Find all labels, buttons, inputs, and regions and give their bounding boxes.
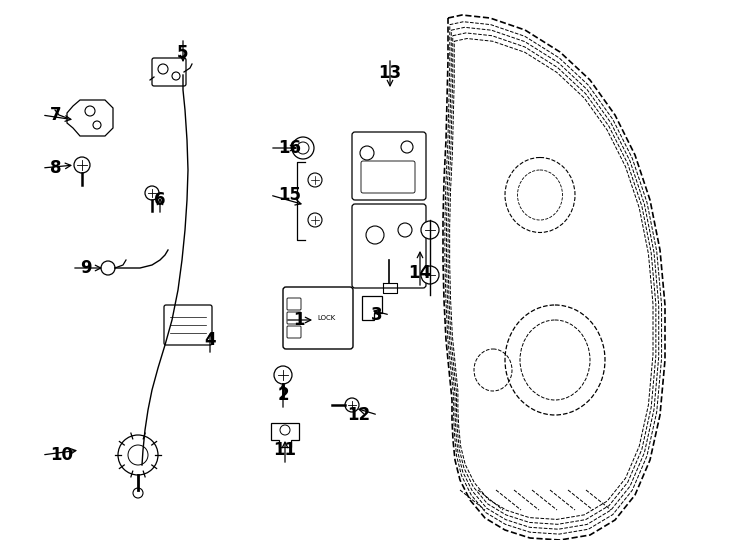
- Text: 16: 16: [278, 139, 301, 157]
- Text: 6: 6: [154, 191, 166, 209]
- Circle shape: [101, 261, 115, 275]
- Circle shape: [308, 213, 322, 227]
- FancyBboxPatch shape: [352, 132, 426, 200]
- Text: 9: 9: [80, 259, 92, 277]
- Circle shape: [345, 398, 359, 412]
- Circle shape: [133, 488, 143, 498]
- Text: 13: 13: [379, 64, 401, 82]
- Text: 4: 4: [204, 331, 216, 349]
- Text: 15: 15: [278, 186, 301, 204]
- Text: 2: 2: [277, 386, 288, 404]
- Circle shape: [118, 435, 158, 475]
- Text: 11: 11: [274, 441, 297, 459]
- Text: 8: 8: [50, 159, 62, 177]
- Text: 1: 1: [293, 311, 305, 329]
- Text: 5: 5: [177, 44, 189, 62]
- Text: LOCK: LOCK: [317, 315, 335, 321]
- Circle shape: [308, 173, 322, 187]
- Text: 12: 12: [347, 406, 370, 424]
- Polygon shape: [362, 296, 382, 320]
- Text: 14: 14: [408, 264, 432, 282]
- FancyBboxPatch shape: [352, 204, 426, 288]
- Circle shape: [145, 186, 159, 200]
- Polygon shape: [271, 423, 299, 447]
- Text: 3: 3: [371, 306, 382, 324]
- Circle shape: [74, 157, 90, 173]
- Polygon shape: [67, 100, 113, 136]
- FancyBboxPatch shape: [283, 287, 353, 349]
- Circle shape: [421, 266, 439, 284]
- FancyBboxPatch shape: [164, 305, 212, 345]
- FancyBboxPatch shape: [152, 58, 186, 86]
- Text: 7: 7: [50, 106, 62, 124]
- Text: 10: 10: [50, 446, 73, 464]
- Circle shape: [421, 221, 439, 239]
- Circle shape: [274, 366, 292, 384]
- Circle shape: [292, 137, 314, 159]
